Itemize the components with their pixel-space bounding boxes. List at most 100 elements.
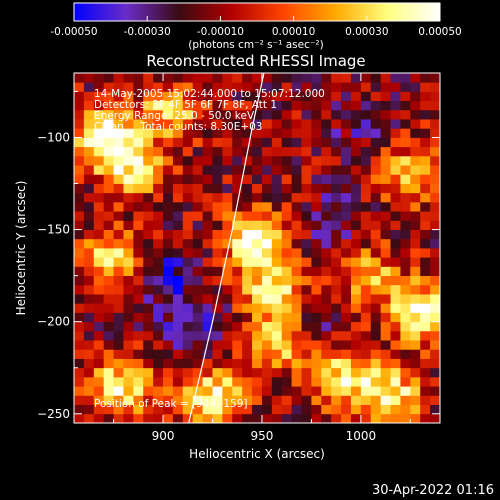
heatmap-cell: [390, 340, 401, 350]
heatmap-cell: [163, 128, 174, 138]
heatmap-cell: [153, 238, 164, 249]
heatmap-cell: [271, 248, 283, 258]
heatmap-cell: [311, 404, 322, 415]
heatmap-cell: [93, 201, 105, 212]
heatmap-cell: [143, 294, 154, 304]
heatmap-cell: [271, 367, 283, 378]
heatmap-cell: [74, 266, 85, 277]
heatmap-cell: [370, 294, 382, 304]
heatmap-cell: [143, 413, 154, 423]
heatmap-cell: [271, 128, 283, 138]
heatmap-cell: [192, 321, 203, 332]
heatmap-cell: [321, 284, 332, 295]
heatmap-cell: [321, 82, 332, 92]
heatmap-cell: [400, 266, 411, 277]
heatmap-cell: [370, 192, 382, 203]
heatmap-cell: [311, 275, 322, 286]
heatmap-cell: [380, 201, 391, 212]
heatmap-cell: [192, 294, 203, 304]
heatmap-cell: [182, 73, 194, 83]
heatmap-cell: [202, 109, 213, 120]
heatmap-cell: [430, 146, 440, 157]
heatmap-cell: [410, 367, 421, 378]
heatmap-cell: [242, 192, 253, 203]
heatmap-cell: [261, 137, 273, 148]
heatmap-cell: [410, 201, 421, 212]
heatmap-cell: [242, 257, 253, 267]
heatmap-cell: [410, 183, 421, 194]
heatmap-cell: [182, 238, 194, 249]
heatmap-cell: [420, 257, 431, 267]
heatmap-cell: [113, 91, 124, 102]
heatmap-cell: [93, 275, 105, 286]
heatmap-cell: [182, 146, 194, 157]
heatmap-cell: [163, 312, 174, 323]
heatmap-cell: [370, 174, 382, 184]
heatmap-cell: [93, 294, 105, 304]
heatmap-cell: [331, 386, 342, 396]
heatmap-cell: [232, 220, 243, 230]
heatmap-cell: [410, 257, 421, 267]
heatmap-cell: [222, 284, 233, 295]
x-tick-label: 900: [152, 429, 175, 443]
heatmap-cell: [311, 183, 322, 194]
heatmap-cell: [242, 266, 253, 277]
heatmap-cell: [113, 211, 124, 221]
heatmap-cell: [380, 220, 391, 230]
heatmap-cell: [202, 211, 213, 221]
heatmap-cell: [261, 266, 273, 277]
heatmap-cell: [360, 155, 372, 166]
heatmap-cell: [252, 211, 263, 221]
heatmap-cell: [133, 386, 144, 396]
heatmap-cell: [252, 257, 263, 267]
heatmap-cell: [202, 128, 213, 138]
heatmap-cell: [321, 100, 332, 111]
heatmap-cell: [321, 330, 332, 341]
heatmap-cell: [133, 321, 144, 332]
heatmap-cell: [331, 146, 342, 157]
heatmap-cell: [123, 119, 134, 129]
heatmap-cell: [301, 174, 312, 184]
heatmap-cell: [360, 109, 372, 120]
heatmap-cell: [321, 128, 332, 138]
heatmap-cell: [172, 284, 184, 295]
heatmap-cell: [341, 201, 352, 212]
heatmap-cell: [281, 349, 293, 359]
heatmap-cell: [163, 413, 174, 423]
heatmap-cell: [113, 413, 124, 423]
heatmap-cell: [103, 284, 114, 295]
heatmap-cell: [74, 358, 85, 369]
heatmap-cell: [103, 312, 114, 323]
heatmap-cell: [291, 312, 302, 323]
heatmap-cell: [430, 119, 440, 129]
heatmap-cell: [420, 376, 431, 387]
heatmap-cell: [212, 340, 223, 350]
heatmap-cell: [113, 248, 124, 258]
heatmap-cell: [350, 119, 362, 129]
heatmap-cell: [103, 155, 114, 166]
heatmap-cell: [321, 73, 332, 83]
heatmap-cell: [83, 330, 95, 341]
heatmap-cell: [74, 119, 85, 129]
heatmap-cell: [291, 404, 302, 415]
heatmap-cell: [410, 358, 421, 369]
heatmap-cell: [301, 404, 312, 415]
heatmap-cell: [123, 82, 134, 92]
heatmap-cell: [222, 294, 233, 304]
heatmap-cell: [202, 238, 213, 249]
heatmap-cell: [321, 349, 332, 359]
heatmap-cell: [360, 211, 372, 221]
heatmap-cell: [242, 404, 253, 415]
heatmap-cell: [153, 73, 164, 83]
heatmap-cell: [360, 174, 372, 184]
heatmap-cell: [350, 155, 362, 166]
heatmap-cell: [192, 413, 203, 423]
heatmap-cell: [133, 284, 144, 295]
heatmap-cell: [232, 257, 243, 267]
heatmap-cell: [93, 386, 105, 396]
heatmap-cell: [430, 201, 440, 212]
heatmap-cell: [291, 257, 302, 267]
heatmap-cell: [301, 376, 312, 387]
heatmap-cell: [182, 165, 194, 175]
heatmap-cell: [242, 395, 253, 405]
